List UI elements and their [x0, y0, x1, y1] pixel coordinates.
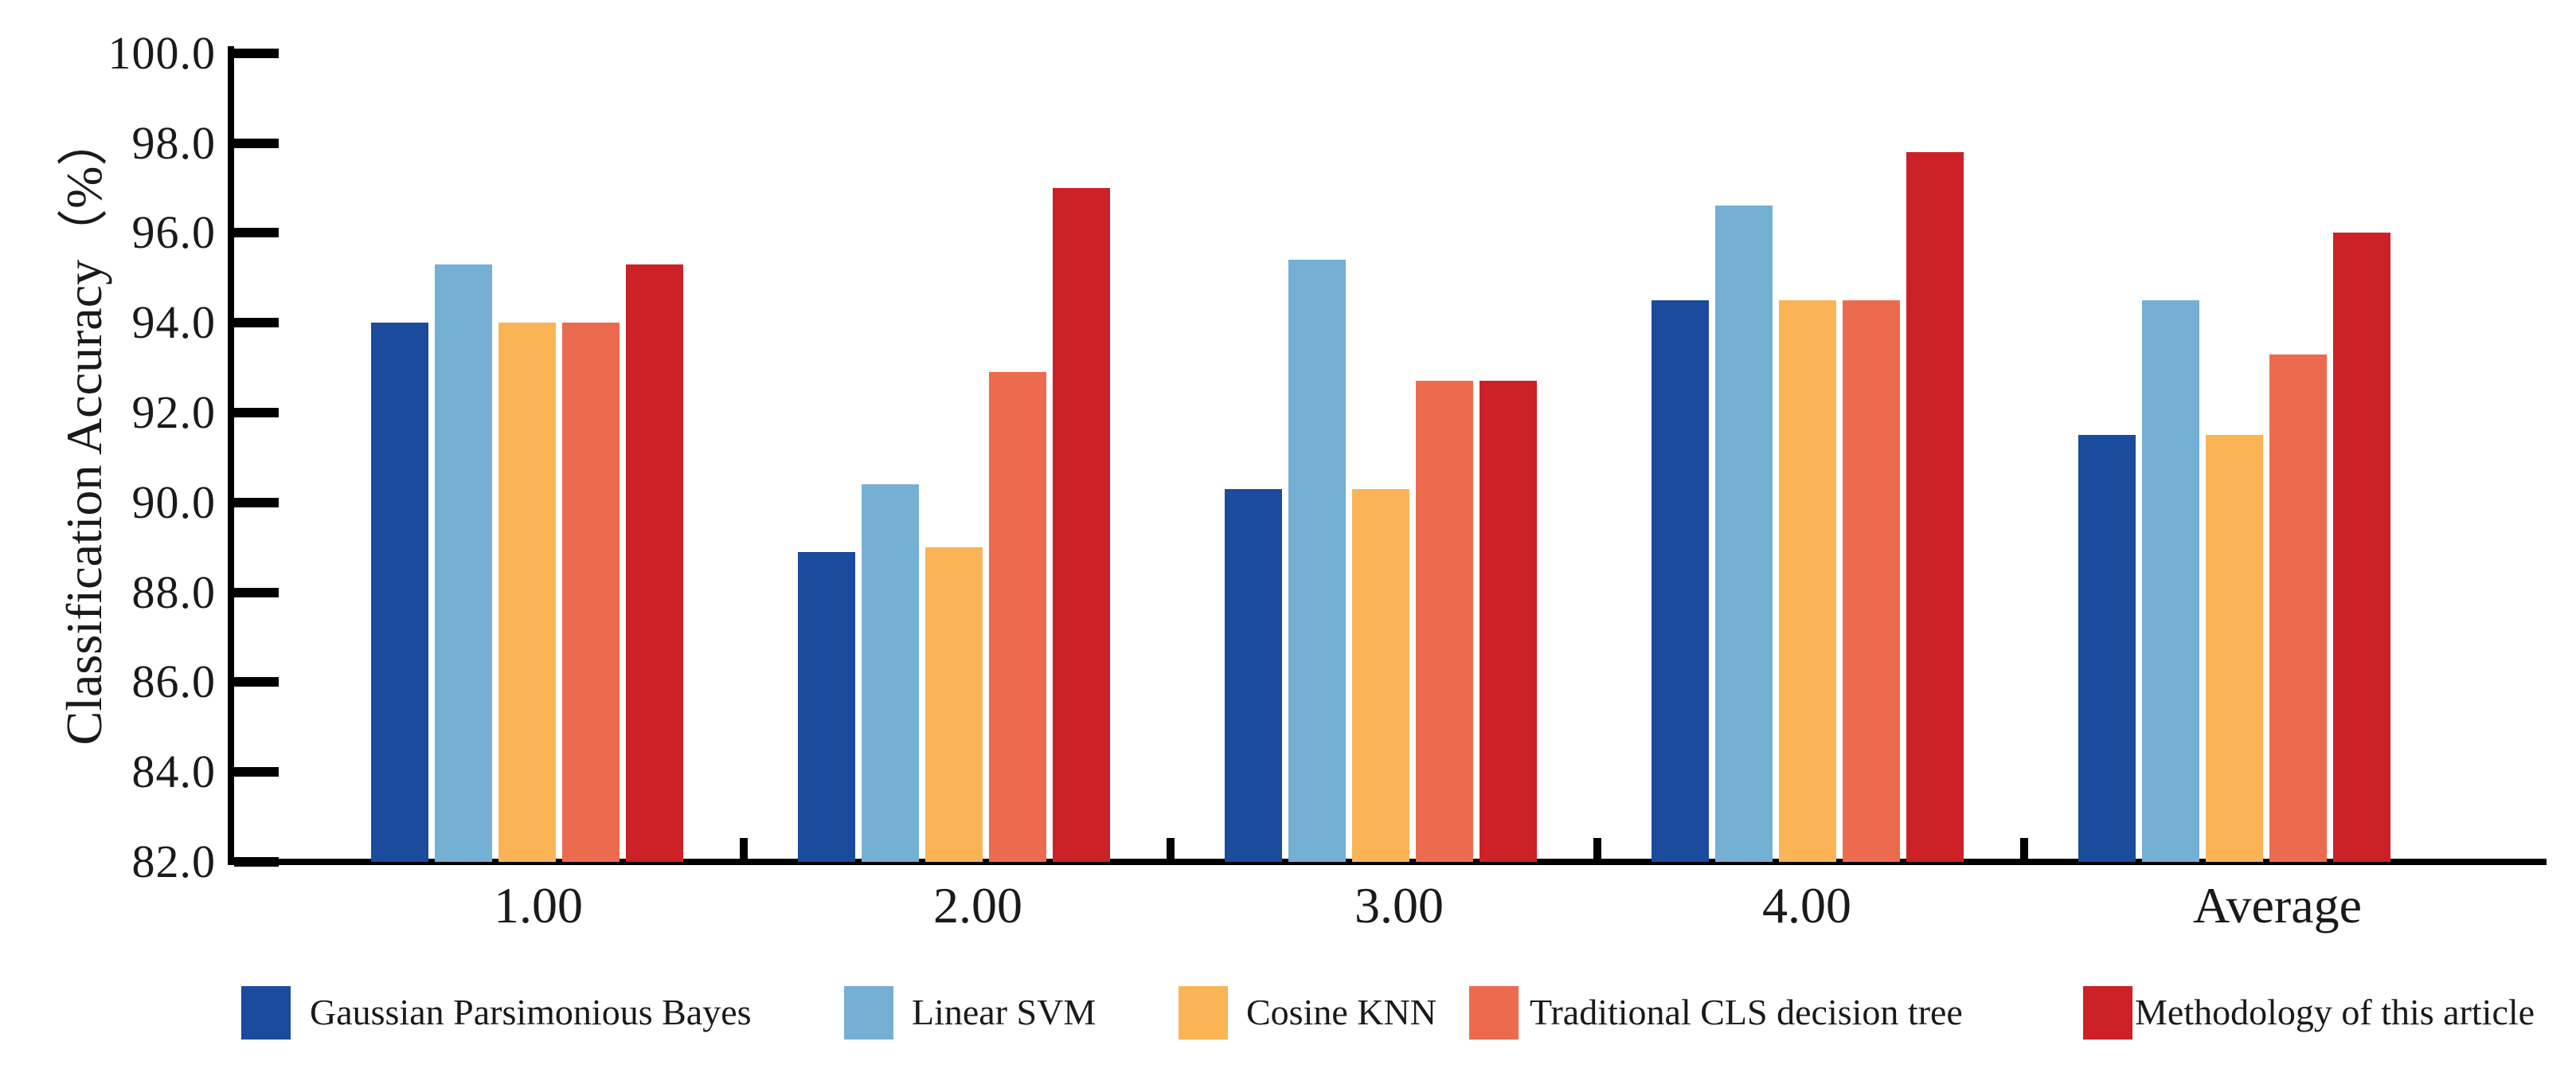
bar-gaussian-parsimonious-bayes [798, 551, 855, 862]
legend-label: Cosine KNN [1246, 992, 1437, 1032]
y-axis-tick [234, 407, 279, 417]
y-axis-tick [234, 138, 279, 148]
x-axis-category-label: 2.00 [933, 877, 1022, 934]
legend-label: Gaussian Parsimonious Bayes [310, 992, 752, 1032]
bar-cosine-knn [498, 323, 556, 862]
bar-traditional-cls-decision-tree [989, 372, 1046, 862]
bar-methodology-of-this-article [626, 264, 683, 862]
y-axis-tick-label: 84.0 [131, 746, 216, 798]
bar-cosine-knn [2206, 435, 2263, 862]
bar-cosine-knn [1352, 488, 1409, 862]
bar-gaussian-parsimonious-bayes [1225, 488, 1282, 862]
y-axis-tick-label: 94.0 [131, 296, 216, 349]
bar-traditional-cls-decision-tree [1843, 300, 1900, 862]
bar-linear-svm [2142, 300, 2199, 862]
legend-label: Linear SVM [912, 992, 1096, 1032]
x-axis-tick [740, 838, 748, 859]
bar-traditional-cls-decision-tree [2269, 354, 2327, 862]
y-axis-tick [234, 228, 279, 238]
bar-gaussian-parsimonious-bayes [1652, 300, 1709, 862]
legend-swatch [241, 986, 291, 1040]
bar-linear-svm [1715, 206, 1773, 862]
y-axis-tick-label: 90.0 [131, 476, 216, 528]
y-axis-tick [234, 318, 279, 328]
y-axis-tick [234, 856, 279, 867]
y-axis-tick-label: 100.0 [107, 26, 216, 79]
y-axis-tick-label: 88.0 [131, 566, 216, 618]
bar-linear-svm [862, 484, 919, 862]
y-axis-tick-label: 96.0 [131, 206, 216, 259]
y-axis-tick-label: 92.0 [131, 386, 216, 438]
bar-cosine-knn [1779, 300, 1836, 862]
bar-methodology-of-this-article [1906, 151, 1964, 862]
x-axis-category-label: 3.00 [1354, 877, 1444, 934]
bar-traditional-cls-decision-tree [1416, 381, 1473, 862]
x-axis-category-label: Average [2193, 877, 2362, 934]
y-axis-tick [234, 767, 279, 777]
y-axis-tick-label: 98.0 [131, 116, 216, 169]
legend-label: Methodology of this article [2135, 992, 2535, 1032]
bar-gaussian-parsimonious-bayes [371, 323, 428, 862]
legend-swatch [2083, 986, 2132, 1040]
bar-gaussian-parsimonious-bayes [2078, 435, 2136, 862]
bar-linear-svm [1288, 260, 1346, 862]
legend-label: Traditional CLS decision tree [1530, 992, 1963, 1032]
y-axis-line [228, 46, 234, 865]
bar-cosine-knn [925, 547, 983, 862]
y-axis-tick [234, 587, 279, 597]
x-axis-category-label: 4.00 [1762, 877, 1851, 934]
x-axis-tick [1593, 838, 1601, 859]
bar-methodology-of-this-article [2333, 233, 2390, 862]
y-axis-tick-label: 82.0 [131, 835, 216, 887]
bar-linear-svm [435, 264, 492, 862]
x-axis-category-label: 1.00 [494, 877, 583, 934]
bar-methodology-of-this-article [1480, 381, 1537, 862]
bar-methodology-of-this-article [1053, 187, 1110, 862]
y-axis-tick-label: 86.0 [131, 656, 216, 708]
x-axis-tick [1167, 838, 1175, 859]
x-axis-tick [2020, 838, 2028, 859]
y-axis-tick [234, 497, 279, 507]
legend-swatch [844, 986, 893, 1040]
legend-swatch [1469, 986, 1519, 1040]
x-axis-line [228, 859, 2547, 865]
legend-swatch [1179, 986, 1228, 1040]
bar-traditional-cls-decision-tree [562, 323, 620, 862]
y-axis-tick [234, 48, 279, 58]
y-axis-tick [234, 677, 279, 687]
